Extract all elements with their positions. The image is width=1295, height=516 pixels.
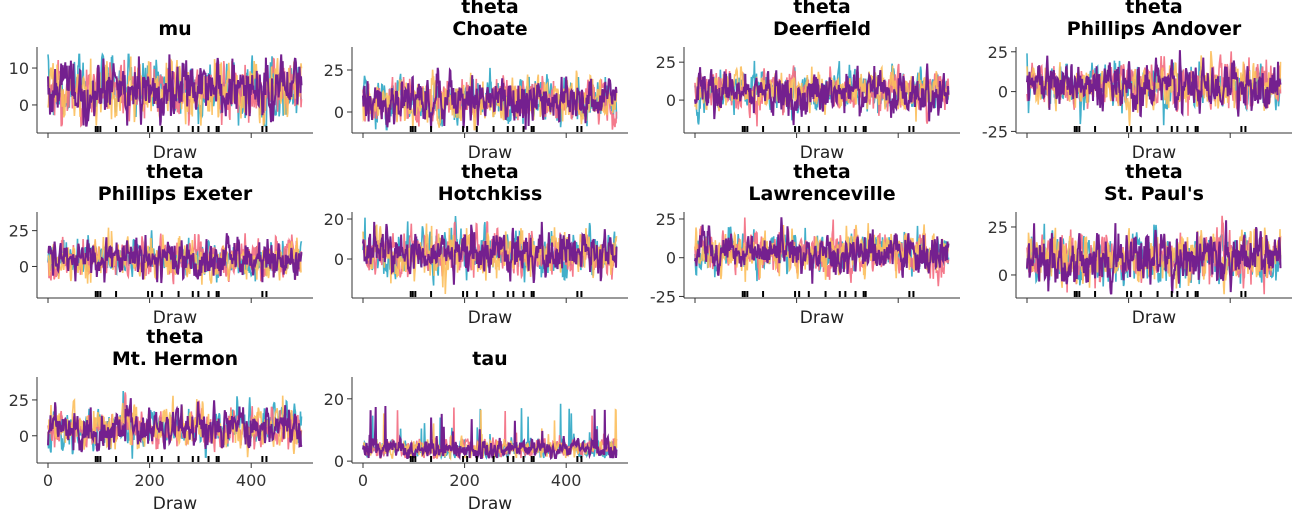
y-tick-label: 0: [19, 257, 29, 276]
x-axis-label: Draw: [1132, 308, 1176, 328]
subplot-title: Deerfield: [773, 18, 871, 40]
chain-3-trace: [47, 54, 303, 127]
x-tick-label: 200: [134, 471, 165, 490]
y-tick-label: -25: [650, 287, 676, 306]
y-tick-label: 10: [9, 59, 29, 78]
y-tick-label: 0: [334, 452, 344, 471]
y-tick-label: 0: [998, 83, 1008, 102]
subplot-title: theta: [461, 0, 518, 18]
x-axis-label: Draw: [153, 143, 197, 163]
subplot-title: theta: [793, 0, 850, 18]
chain-2-trace: [362, 408, 618, 461]
y-tick-label: 25: [988, 43, 1008, 62]
subplot-title: mu: [158, 18, 191, 40]
subplot-title: theta: [146, 326, 203, 348]
y-tick-label: 0: [19, 427, 29, 446]
subplot-title: theta: [1125, 161, 1182, 183]
x-axis-label: Draw: [468, 308, 512, 328]
chain-3-trace: [694, 63, 950, 126]
x-axis-label: Draw: [468, 143, 512, 163]
chain-3-trace: [694, 217, 950, 284]
y-tick-label: 20: [324, 210, 344, 229]
x-tick-label: 0: [358, 471, 368, 490]
x-axis-label: Draw: [153, 494, 197, 514]
y-tick-label: 0: [334, 103, 344, 122]
subplot-title: theta: [146, 161, 203, 183]
y-tick-label: 0: [19, 96, 29, 115]
chain-3-trace: [1026, 50, 1282, 118]
chain-3-trace: [362, 67, 618, 130]
chain-2-trace: [47, 56, 303, 126]
subplot-title: theta: [793, 161, 850, 183]
chain-3-trace: [47, 233, 303, 284]
x-tick-label: 400: [236, 471, 267, 490]
y-tick-label: 25: [656, 210, 676, 229]
y-tick-label: 25: [9, 391, 29, 410]
y-tick-label: 25: [656, 53, 676, 72]
chain-3-trace: [47, 398, 303, 453]
x-axis-label: Draw: [800, 143, 844, 163]
y-tick-label: -25: [982, 122, 1008, 141]
y-tick-label: 25: [9, 222, 29, 241]
subplot-mu: mu 0 10 Draw: [9, 18, 313, 163]
x-tick-label: 200: [449, 471, 480, 490]
y-tick-label: 0: [334, 250, 344, 269]
subplot-title: Phillips Andover: [1067, 18, 1242, 40]
subplot-title: Choate: [452, 18, 527, 40]
chain-3-trace: [1026, 220, 1282, 295]
x-axis-label: Draw: [1132, 143, 1176, 163]
y-tick-label: 0: [666, 249, 676, 268]
subplot-title: Hotchkiss: [438, 183, 543, 205]
x-axis-label: Draw: [468, 494, 512, 514]
x-axis-label: Draw: [153, 308, 197, 328]
y-tick-label: 25: [324, 61, 344, 80]
y-tick-label: 20: [324, 390, 344, 409]
subplot-title: Lawrenceville: [748, 183, 895, 205]
subplot-title: theta: [461, 161, 518, 183]
subplot-title: St. Paul's: [1104, 183, 1204, 205]
x-tick-label: 0: [43, 471, 53, 490]
y-tick-label: 25: [988, 218, 1008, 237]
chain-3-trace: [362, 221, 618, 285]
y-tick-label: 0: [666, 91, 676, 110]
subplot-title: Phillips Exeter: [98, 183, 253, 205]
subplot-title: Mt. Hermon: [112, 348, 238, 370]
y-tick-label: 0: [998, 266, 1008, 285]
subplot-title: tau: [472, 348, 507, 370]
x-tick-label: 400: [551, 471, 582, 490]
subplot-title: theta: [1125, 0, 1182, 18]
chain-3-trace: [362, 405, 618, 461]
x-axis-label: Draw: [800, 308, 844, 328]
